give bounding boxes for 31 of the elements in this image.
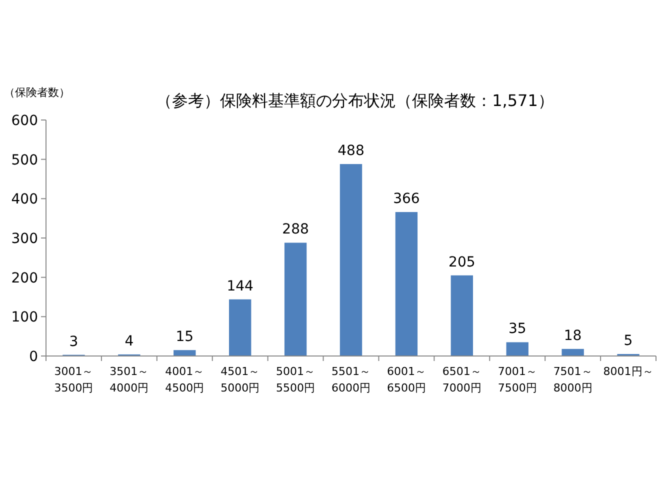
ytick: 500 [11, 152, 38, 168]
xtick: 7501～ 8000円 [553, 365, 592, 394]
data-label: 3 [69, 334, 78, 350]
data-label: 488 [338, 143, 364, 160]
xtick: 3001～ 3500円 [54, 365, 94, 394]
xtick: 7001～ 7500円 [498, 365, 537, 394]
xtick: 4001～ 4500円 [165, 365, 204, 394]
ytick: 100 [11, 310, 38, 326]
data-label: 366 [393, 191, 420, 208]
ytick: 200 [11, 270, 38, 286]
ytick: 300 [11, 231, 38, 247]
xtick: 3501～ 4000円 [110, 365, 149, 394]
xtick: 6501～ 7000円 [442, 365, 482, 394]
xtick: 8001円～ [603, 365, 654, 378]
data-label: 5 [624, 333, 633, 350]
data-label: 144 [226, 278, 254, 294]
data-label: 4 [124, 333, 134, 350]
data-label: 18 [564, 328, 582, 344]
ytick: 600 [11, 113, 38, 129]
data-label: 15 [176, 329, 194, 346]
xtick: 5501～ 6000円 [332, 365, 370, 394]
data-label: 35 [508, 321, 526, 338]
xtick: 5001～ 5500円 [276, 365, 316, 394]
xtick: 6001～ 6500円 [386, 365, 426, 394]
data-label: 205 [448, 254, 476, 270]
ylabel: （保険者数） [4, 86, 70, 99]
data-label: 288 [282, 222, 309, 238]
xtick: 4501～ 5000円 [220, 365, 260, 394]
title: （参考）保険料基準額の分布状況（保険者数：1,571） [156, 91, 554, 110]
ytick: 0 [29, 349, 38, 365]
ytick: 400 [11, 192, 38, 208]
